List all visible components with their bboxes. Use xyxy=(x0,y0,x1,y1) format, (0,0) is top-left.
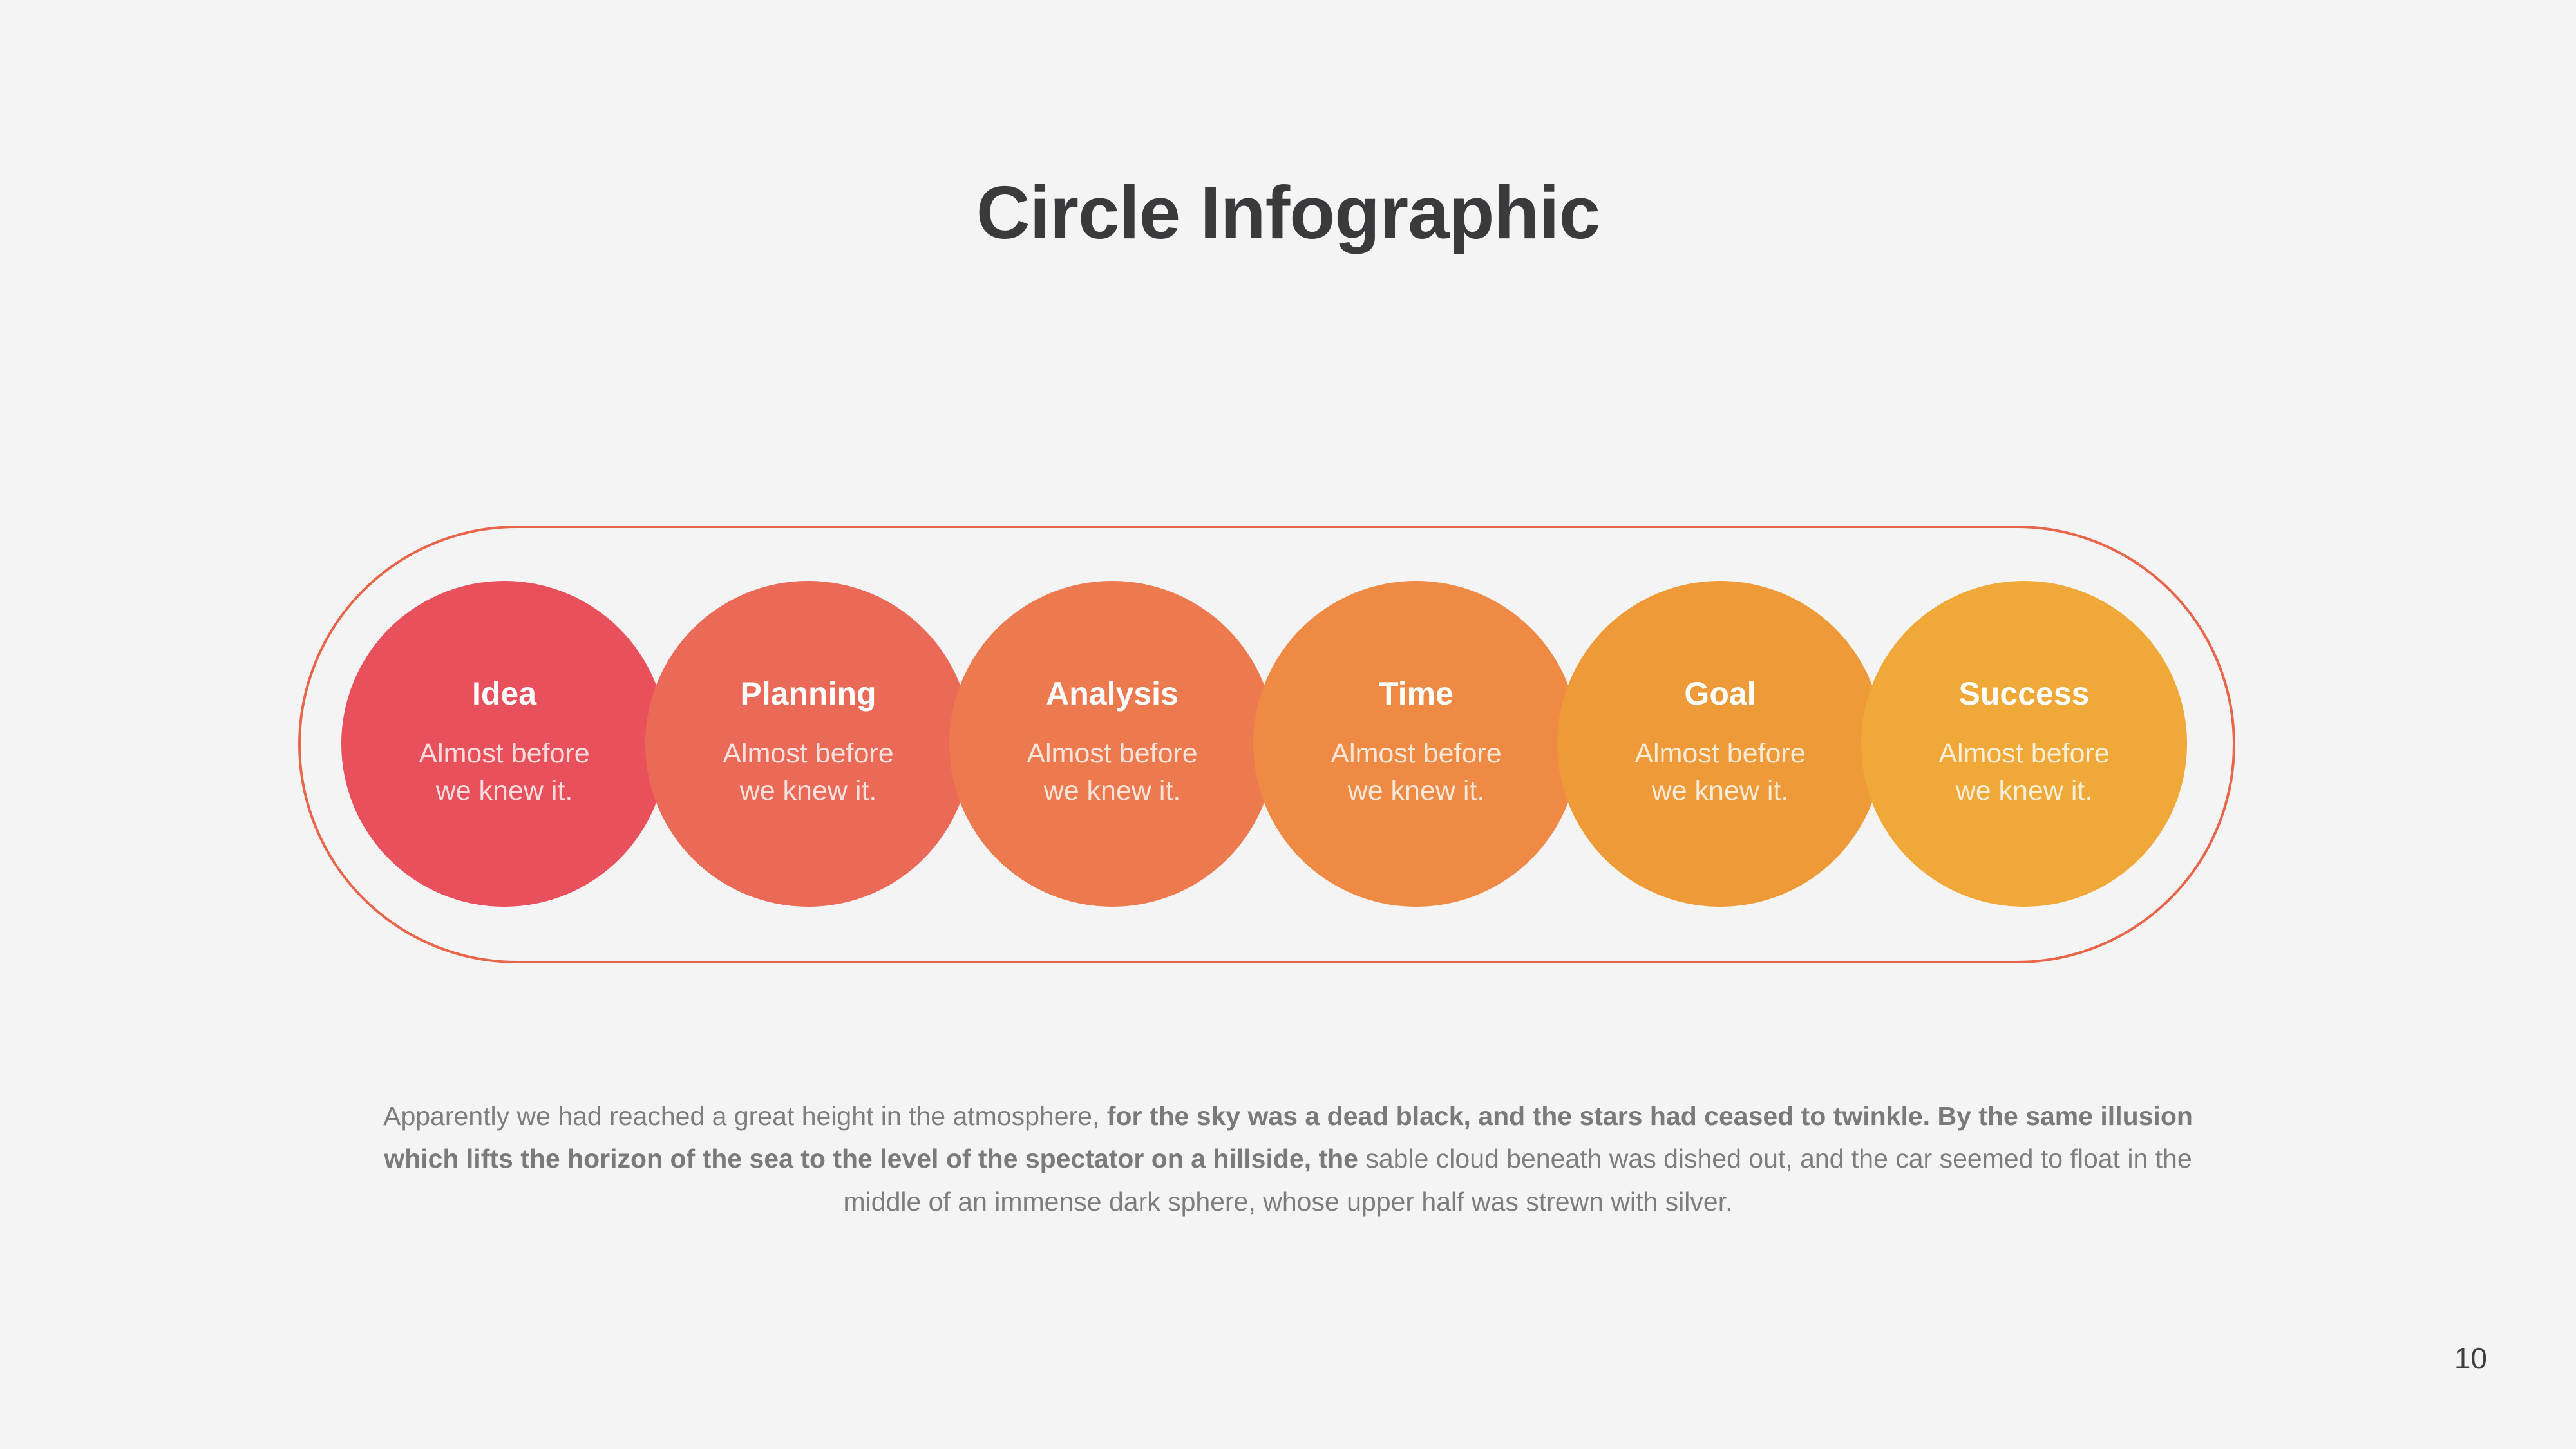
circle-step-2-description: Almost before we knew it. xyxy=(723,738,894,806)
page-number: 10 xyxy=(2454,1341,2487,1375)
circle-step-1-description: Almost before we knew it. xyxy=(419,738,590,806)
circle-step-3-description: Almost before we knew it. xyxy=(1027,738,1198,806)
circle-step-6-label: Success xyxy=(1958,676,2090,712)
circle-step-6-description: Almost before we knew it. xyxy=(1938,738,2110,806)
circle-step-1-label: Idea xyxy=(471,676,537,712)
body-paragraph: Apparently we had reached a great height… xyxy=(361,1095,2215,1223)
body-text-part2: sable cloud beneath was dished out, and … xyxy=(843,1144,2192,1217)
circle-step-2[interactable]: Planning Almost before we knew it. xyxy=(645,581,971,907)
circle-step-2-label: Planning xyxy=(740,676,876,712)
capsule-outline xyxy=(298,526,2235,963)
circle-step-4-description: Almost before we knew it. xyxy=(1331,738,1502,806)
circle-step-4[interactable]: Time Almost before we knew it. xyxy=(1253,581,1579,907)
circle-step-1[interactable]: Idea Almost before we knew it. xyxy=(341,581,667,907)
page-title: Circle Infographic xyxy=(976,171,1600,254)
circle-step-5-label: Goal xyxy=(1684,676,1756,712)
circle-step-3[interactable]: Analysis Almost before we knew it. xyxy=(949,581,1275,907)
body-text-bold: for the sky was a dead black, and the st… xyxy=(384,1101,2193,1174)
circle-step-5-description: Almost before we knew it. xyxy=(1634,738,1806,806)
circle-step-5[interactable]: Goal Almost before we knew it. xyxy=(1557,581,1883,907)
body-text-part1: Apparently we had reached a great height… xyxy=(383,1101,1107,1131)
circle-step-6[interactable]: Success Almost before we knew it. xyxy=(1861,581,2187,907)
circle-step-4-label: Time xyxy=(1379,676,1454,712)
circle-step-3-label: Analysis xyxy=(1046,676,1179,712)
